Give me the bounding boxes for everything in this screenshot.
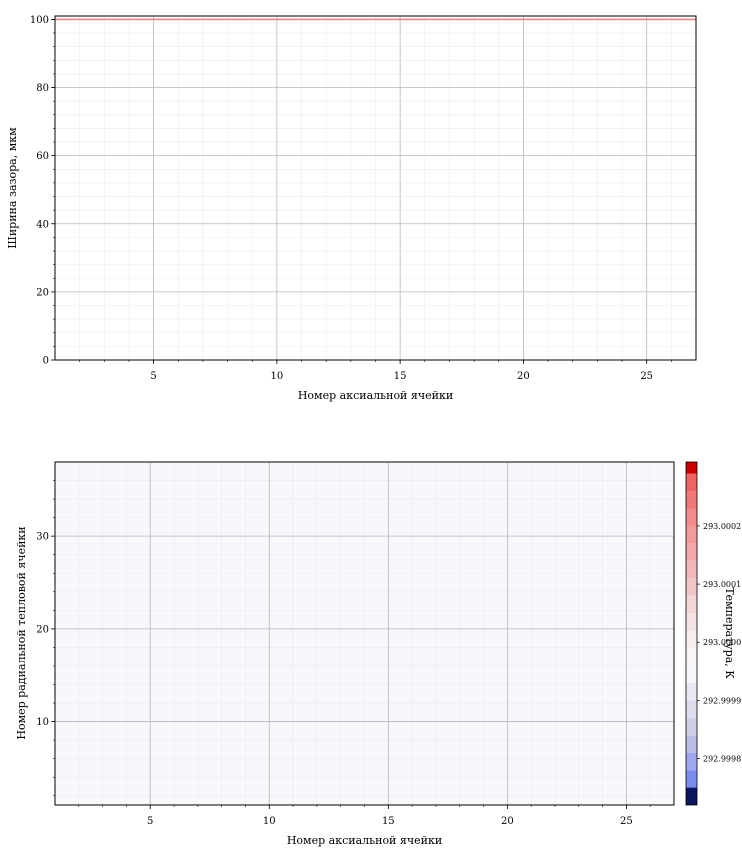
major-grid <box>55 462 674 805</box>
colorbar-band <box>686 665 697 683</box>
colorbar-band <box>686 491 697 509</box>
colorbar-band <box>686 770 697 788</box>
axis-ticks: 5 10 15 20 25 0 20 40 60 80 100 <box>30 15 672 382</box>
colorbar-band <box>686 578 697 596</box>
colorbar-band <box>686 508 697 526</box>
x-axis-label: Номер аксиальной ячейки <box>298 389 453 402</box>
colorbar-band <box>686 735 697 753</box>
colorbar-band <box>686 648 697 666</box>
colorbar-band <box>686 543 697 561</box>
colorbar-label: Температура, К <box>723 587 736 679</box>
colorbar-band <box>686 462 697 474</box>
colorbar-tick-label: 292.9999 <box>703 696 741 705</box>
x-tick-label: 10 <box>271 371 284 382</box>
x-tick-label: 15 <box>394 371 407 382</box>
x-tick-label: 5 <box>150 371 156 382</box>
y-tick-label: 10 <box>36 717 49 728</box>
y-tick-label: 20 <box>36 287 49 298</box>
colorbar-band <box>686 473 697 492</box>
y-tick-label: 80 <box>36 83 49 94</box>
x-tick-label: 25 <box>620 816 633 827</box>
colorbar-band <box>686 630 697 649</box>
colorbar-frame <box>685 461 698 806</box>
colorbar-tick-label: 293.0000 <box>703 638 741 647</box>
x-axis-label: Номер аксиальной ячейки <box>287 834 442 847</box>
y-tick-label: 100 <box>30 15 49 26</box>
colorbar-band <box>686 560 697 579</box>
colorbar-tick-label: 293.0001 <box>703 580 741 589</box>
x-tick-label: 25 <box>640 371 653 382</box>
minor-grid <box>55 462 674 805</box>
x-tick-label: 10 <box>263 816 276 827</box>
colorbar-band <box>686 613 697 631</box>
colorbar-band <box>686 717 697 736</box>
y-axis-label: Ширина зазора, мкм <box>6 127 19 249</box>
colorbar-band <box>686 787 697 805</box>
colorbar-ticks: 293.0002 293.0001 293.0000 292.9999 292.9998 <box>697 522 741 763</box>
colorbar-band <box>686 700 697 718</box>
y-tick-label: 20 <box>36 624 49 635</box>
x-tick-label: 20 <box>501 816 514 827</box>
y-axis-label: Номер радиальной тепловой ячейки <box>15 526 28 739</box>
colorbar: 293.0002 293.0001 293.0000 292.9999 292.9998… <box>685 461 741 806</box>
x-tick-label: 20 <box>517 371 530 382</box>
x-tick-label: 15 <box>382 816 395 827</box>
y-tick-label: 30 <box>36 532 49 543</box>
colorbar-band <box>686 525 697 544</box>
axis-ticks: 5 10 15 20 25 10 20 30 <box>36 480 651 827</box>
colorbar-tick-label: 293.0002 <box>703 522 741 531</box>
colorbar-bands <box>686 462 697 805</box>
colorbar-band <box>686 595 697 614</box>
major-grid <box>55 16 696 360</box>
gap-width-line-chart: 5 10 15 20 25 0 20 40 60 80 100 Номер аксиальной я… <box>6 15 697 402</box>
colorbar-band <box>686 682 697 701</box>
y-tick-label: 40 <box>36 219 49 230</box>
y-tick-label: 60 <box>36 151 49 162</box>
y-tick-label: 0 <box>43 356 49 367</box>
colorbar-tick-label: 292.9998 <box>703 754 741 763</box>
x-tick-label: 5 <box>147 816 153 827</box>
colorbar-band <box>686 752 697 771</box>
